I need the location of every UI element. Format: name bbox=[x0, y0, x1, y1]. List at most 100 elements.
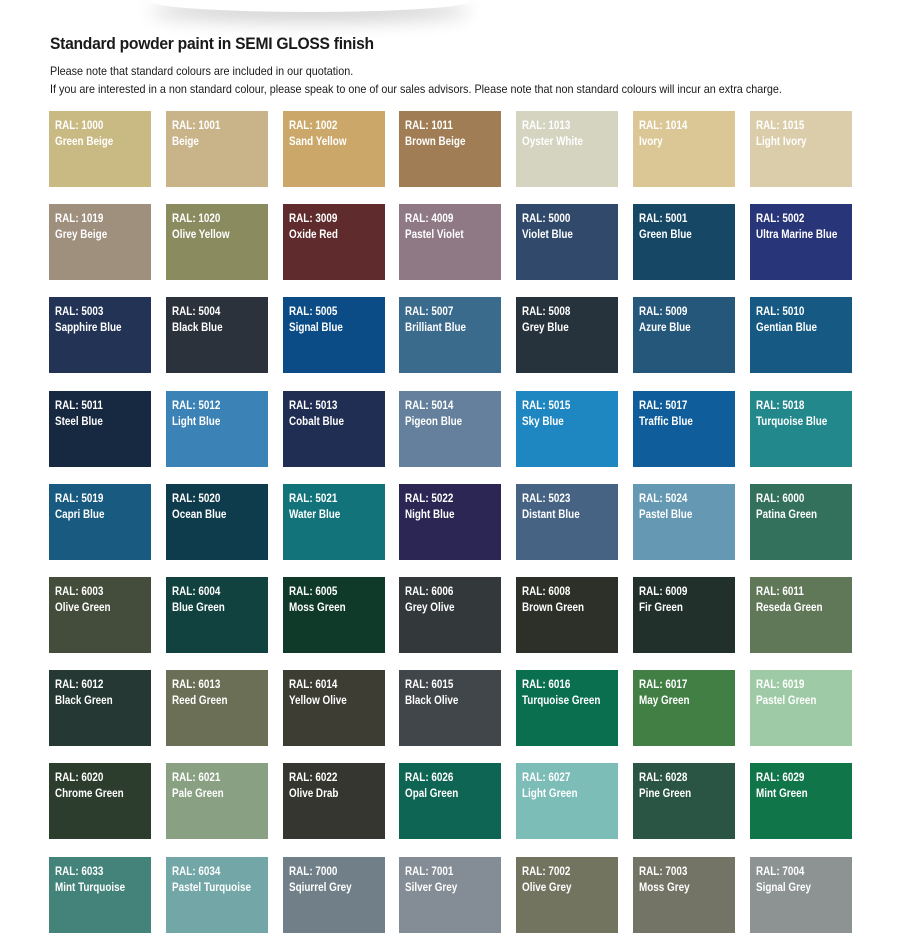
colour-swatch[interactable]: RAL: 6012 Black Green bbox=[49, 670, 151, 747]
colour-swatch[interactable]: RAL: 1011 Brown Beige bbox=[399, 111, 502, 187]
colour-swatch[interactable]: RAL: 5012 Light Blue bbox=[165, 390, 268, 467]
colour-swatch[interactable]: RAL: 6021 Pale Green bbox=[165, 763, 268, 840]
colour-swatch[interactable]: RAL: 5001 Green Blue bbox=[632, 204, 735, 281]
colour-swatch[interactable]: RAL: 1000 Green Beige bbox=[49, 111, 151, 187]
colour-swatch[interactable]: RAL: 5010 Gentian Blue bbox=[749, 297, 852, 374]
swatch-colour-name: Beige bbox=[171, 136, 199, 148]
swatch-colour-name: Reed Green bbox=[171, 695, 228, 708]
colour-swatch[interactable]: RAL: 6008 Brown Green bbox=[516, 576, 619, 653]
colour-swatch[interactable]: RAL: 4009 Pastel Violet bbox=[399, 204, 502, 281]
swatch-colour-name: Black Blue bbox=[171, 322, 223, 335]
colour-swatch[interactable]: RAL: 5013 Cobalt Blue bbox=[282, 390, 385, 467]
swatch-ral-code: RAL: 5011 bbox=[55, 399, 103, 412]
swatch-colour-name: Sky Blue bbox=[522, 415, 564, 428]
colour-swatch[interactable]: RAL: 5014 Pigeon Blue bbox=[399, 390, 502, 467]
swatch-ral-code: RAL: 7000 bbox=[288, 865, 337, 878]
colour-swatch[interactable]: RAL: 5022 Night Blue bbox=[399, 483, 502, 560]
colour-swatch[interactable]: RAL: 6027 Light Green bbox=[516, 763, 619, 840]
swatch-ral-code: RAL: 5015 bbox=[522, 399, 571, 412]
swatch-ral-code: RAL: 5008 bbox=[522, 306, 571, 319]
colour-swatch[interactable]: RAL: 6026 Opal Green bbox=[399, 763, 502, 840]
colour-swatch[interactable]: RAL: 5015 Sky Blue bbox=[516, 390, 619, 467]
colour-swatch[interactable]: RAL: 6011 Reseda Green bbox=[749, 576, 852, 653]
colour-swatch[interactable]: RAL: 1019 Grey Beige bbox=[49, 204, 151, 281]
colour-swatch[interactable]: RAL: 1014 Ivory bbox=[632, 111, 735, 187]
swatch-colour-name: Grey Olive bbox=[405, 601, 455, 614]
colour-swatch[interactable]: RAL: 6020 Chrome Green bbox=[49, 763, 151, 840]
colour-swatch[interactable]: RAL: 5019 Capri Blue bbox=[49, 483, 151, 560]
colour-swatch[interactable]: RAL: 6016 Turquoise Green bbox=[516, 670, 619, 747]
swatch-ral-code: RAL: 6034 bbox=[171, 865, 221, 878]
swatch-ral-code: RAL: 6012 bbox=[55, 679, 104, 692]
colour-swatch[interactable]: RAL: 5018 Turquoise Blue bbox=[749, 390, 852, 467]
colour-swatch[interactable]: RAL: 6005 Moss Green bbox=[282, 576, 385, 653]
swatch-ral-code: RAL: 5020 bbox=[171, 492, 221, 505]
colour-swatch[interactable]: RAL: 5003 Sapphire Blue bbox=[49, 297, 151, 374]
colour-swatch[interactable]: RAL: 6015 Black Olive bbox=[399, 670, 502, 747]
colour-swatch[interactable]: RAL: 5007 Brilliant Blue bbox=[399, 297, 502, 374]
swatch-colour-name: Ultra Marine Blue bbox=[755, 229, 838, 242]
swatch-colour-name: Sand Yellow bbox=[288, 136, 347, 148]
colour-swatch[interactable]: RAL: 5011 Steel Blue bbox=[49, 390, 151, 467]
swatch-colour-name: May Green bbox=[638, 695, 690, 708]
colour-swatch[interactable]: RAL: 6006 Grey Olive bbox=[399, 576, 502, 653]
colour-swatch[interactable]: RAL: 6028 Pine Green bbox=[632, 763, 735, 840]
colour-swatch[interactable]: RAL: 5023 Distant Blue bbox=[516, 483, 619, 560]
swatch-ral-code: RAL: 6033 bbox=[55, 865, 104, 878]
swatch-colour-name: Mint Green bbox=[755, 788, 808, 801]
swatch-ral-code: RAL: 1000 bbox=[55, 120, 104, 132]
colour-swatch[interactable]: RAL: 6004 Blue Green bbox=[165, 576, 268, 653]
colour-swatch[interactable]: RAL: 5000 Violet Blue bbox=[516, 204, 619, 281]
colour-swatch[interactable]: RAL: 1001 Beige bbox=[165, 111, 268, 187]
colour-swatch[interactable]: RAL: 6029 Mint Green bbox=[749, 763, 852, 840]
colour-swatch[interactable]: RAL: 5005 Signal Blue bbox=[282, 297, 385, 374]
colour-swatch[interactable]: RAL: 1013 Oyster White bbox=[516, 111, 619, 187]
colour-swatch[interactable]: RAL: 1002 Sand Yellow bbox=[282, 111, 385, 187]
colour-swatch[interactable]: RAL: 3009 Oxide Red bbox=[282, 204, 385, 281]
colour-swatch[interactable]: RAL: 7002 Olive Grey bbox=[516, 856, 619, 933]
swatch-colour-name: Grey Blue bbox=[522, 322, 569, 335]
colour-swatch[interactable]: RAL: 5009 Azure Blue bbox=[632, 297, 735, 374]
colour-swatch[interactable]: RAL: 6034 Pastel Turquoise bbox=[165, 856, 268, 933]
colour-swatch[interactable]: RAL: 5021 Water Blue bbox=[282, 483, 385, 560]
swatch-colour-name: Grey Beige bbox=[55, 229, 108, 242]
swatch-colour-name: Pastel Turquoise bbox=[171, 881, 251, 894]
colour-swatch[interactable]: RAL: 6003 Olive Green bbox=[49, 576, 151, 653]
colour-swatch[interactable]: RAL: 6009 Fir Green bbox=[632, 576, 735, 653]
colour-swatch[interactable]: RAL: 6013 Reed Green bbox=[165, 670, 268, 747]
colour-swatch[interactable]: RAL: 1020 Olive Yellow bbox=[165, 204, 268, 281]
swatch-ral-code: RAL: 6021 bbox=[171, 772, 221, 785]
colour-swatch[interactable]: RAL: 6033 Mint Turquoise bbox=[49, 856, 151, 933]
swatch-ral-code: RAL: 6026 bbox=[405, 772, 454, 785]
colour-swatch[interactable]: RAL: 6000 Patina Green bbox=[749, 483, 852, 560]
colour-swatch[interactable]: RAL: 6014 Yellow Olive bbox=[282, 670, 385, 747]
colour-swatch[interactable]: RAL: 7001 Silver Grey bbox=[399, 856, 502, 933]
swatch-ral-code: RAL: 6000 bbox=[755, 492, 805, 505]
colour-swatch[interactable]: RAL: 5008 Grey Blue bbox=[516, 297, 619, 374]
swatch-ral-code: RAL: 6017 bbox=[638, 679, 688, 692]
swatch-ral-code: RAL: 5023 bbox=[522, 492, 571, 505]
colour-swatch[interactable]: RAL: 1015 Light Ivory bbox=[749, 111, 852, 187]
colour-swatch[interactable]: RAL: 5020 Ocean Blue bbox=[165, 483, 268, 560]
colour-swatch[interactable]: RAL: 5017 Traffic Blue bbox=[632, 390, 735, 467]
colour-swatch[interactable]: RAL: 5004 Black Blue bbox=[165, 297, 268, 374]
colour-swatch[interactable]: RAL: 6022 Olive Drab bbox=[282, 763, 385, 840]
colour-swatch[interactable]: RAL: 5024 Pastel Blue bbox=[632, 483, 735, 560]
swatch-colour-name: Oyster White bbox=[522, 136, 584, 148]
colour-swatch[interactable]: RAL: 6017 May Green bbox=[632, 670, 735, 747]
colour-swatch[interactable]: RAL: 7000 Sqiurrel Grey bbox=[282, 856, 385, 933]
swatch-ral-code: RAL: 5012 bbox=[171, 399, 221, 412]
colour-swatch[interactable]: RAL: 6019 Pastel Green bbox=[749, 670, 852, 747]
swatch-colour-name: Brown Beige bbox=[405, 136, 466, 148]
swatch-ral-code: RAL: 1015 bbox=[755, 120, 805, 132]
swatch-colour-name: Brown Green bbox=[522, 601, 585, 614]
swatch-colour-name: Blue Green bbox=[171, 601, 225, 614]
page-title: Standard powder paint in SEMI GLOSS fini… bbox=[50, 34, 374, 53]
swatch-ral-code: RAL: 5021 bbox=[288, 492, 337, 505]
colour-swatch[interactable]: RAL: 7003 Moss Grey bbox=[632, 856, 735, 933]
swatch-ral-code: RAL: 5014 bbox=[405, 399, 454, 412]
swatch-ral-code: RAL: 5022 bbox=[405, 492, 454, 505]
colour-swatch[interactable]: RAL: 5002 Ultra Marine Blue bbox=[749, 204, 852, 281]
colour-swatch-grid: RAL: 1000 Green Beige RAL: 1001 Beige RAL: 1… bbox=[49, 111, 852, 933]
colour-swatch[interactable]: RAL: 7004 Signal Grey bbox=[749, 856, 852, 933]
